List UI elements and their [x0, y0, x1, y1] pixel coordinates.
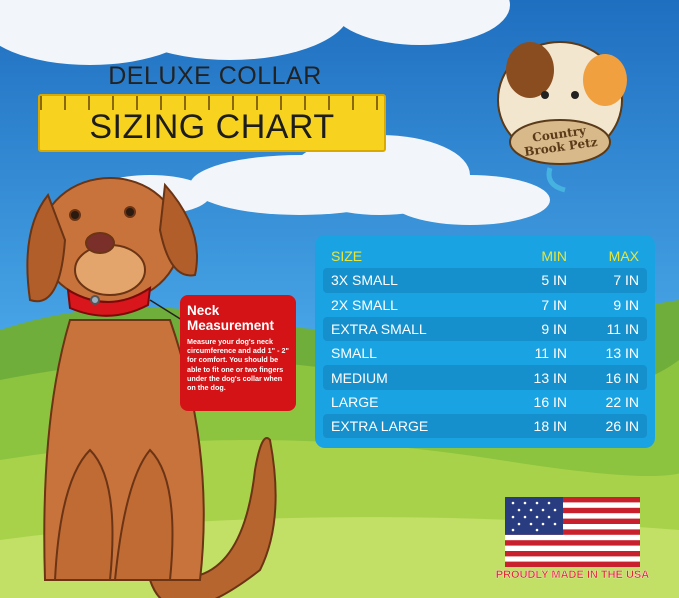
size-cell: LARGE [331, 393, 379, 410]
sizing-table: SIZE MIN MAX 3X SMALL 5 IN 7 IN 2X SMALL 7 … [315, 235, 655, 448]
table-header: SIZE MIN MAX [323, 244, 647, 268]
chart-subtitle: DELUXE COLLAR [108, 62, 322, 90]
chart-title: SIZING CHART [89, 108, 335, 146]
min-cell: 18 IN [533, 418, 567, 435]
logo-illustration [497, 41, 627, 193]
size-cell: 2X SMALL [331, 296, 398, 313]
ruler-ticks [40, 96, 384, 110]
min-cell: 13 IN [533, 369, 567, 386]
table-row: EXTRA LARGE 18 IN 26 IN [323, 414, 647, 439]
size-cell: MEDIUM [331, 369, 388, 386]
usa-flag-icon [505, 497, 640, 567]
max-cell: 7 IN [613, 272, 639, 289]
header-max: MAX [608, 248, 639, 265]
made-in-usa-label: PROUDLY MADE IN THE USA [495, 569, 650, 581]
neck-instructions: Measure your dog's neck circumference an… [187, 337, 289, 393]
table-row: 3X SMALL 5 IN 7 IN [323, 268, 647, 293]
max-cell: 16 IN [605, 369, 639, 386]
min-cell: 16 IN [533, 393, 567, 410]
size-cell: SMALL [331, 345, 377, 362]
min-cell: 9 IN [541, 321, 567, 338]
min-cell: 11 IN [534, 345, 567, 362]
table-row: EXTRA SMALL 9 IN 11 IN [323, 316, 647, 342]
header-min: MIN [541, 248, 567, 265]
table-row: SMALL 11 IN 13 IN [323, 341, 647, 365]
size-cell: EXTRA SMALL [331, 321, 427, 338]
table-row: LARGE 16 IN 22 IN [323, 390, 647, 414]
max-cell: 26 IN [605, 418, 639, 435]
max-cell: 9 IN [613, 296, 639, 313]
dog-illustration [26, 177, 277, 598]
max-cell: 11 IN [606, 321, 639, 338]
min-cell: 7 IN [541, 296, 567, 313]
max-cell: 22 IN [605, 393, 639, 410]
table-row: 2X SMALL 7 IN 9 IN [323, 293, 647, 317]
ruler-banner: SIZING CHART [38, 94, 386, 152]
max-cell: 13 IN [605, 345, 639, 362]
table-row: MEDIUM 13 IN 16 IN [323, 365, 647, 390]
neck-measurement-box: Neck Measurement Measure your dog's neck… [180, 295, 296, 411]
min-cell: 5 IN [541, 272, 567, 289]
size-cell: EXTRA LARGE [331, 418, 429, 435]
neck-title: Neck Measurement [187, 303, 275, 333]
header-size: SIZE [331, 248, 363, 265]
size-cell: 3X SMALL [331, 272, 398, 289]
